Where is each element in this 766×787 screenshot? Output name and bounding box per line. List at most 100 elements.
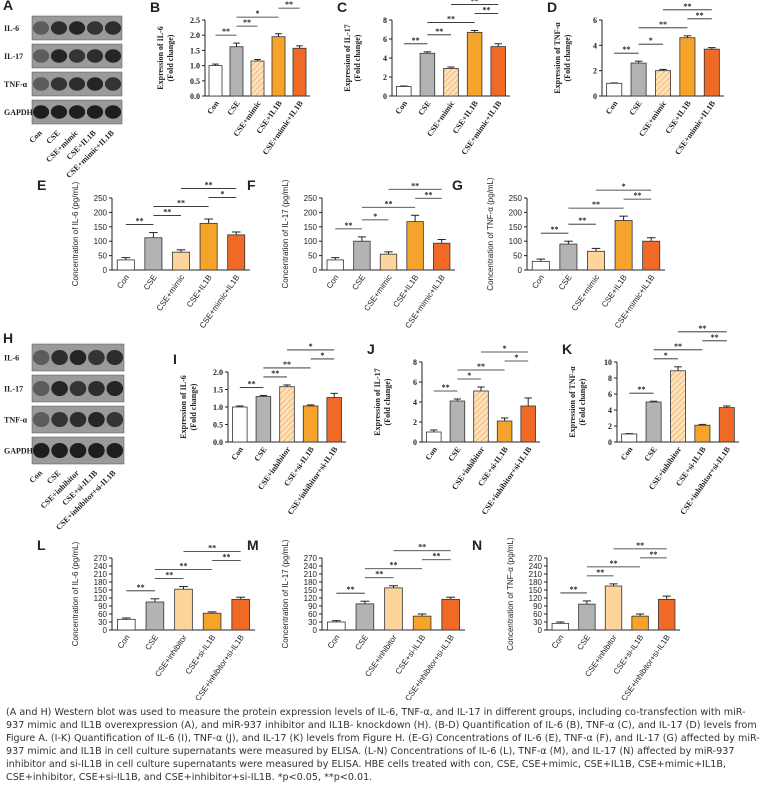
y-tick-label: 270 xyxy=(94,554,108,563)
y-tick-label: 270 xyxy=(304,554,318,563)
x-tick-label: Con xyxy=(205,99,221,116)
bar xyxy=(174,588,193,631)
y-tick-label: 150 xyxy=(304,586,318,595)
y-axis-label: (Fold change) xyxy=(383,378,392,425)
significance-label: ** xyxy=(596,568,604,577)
y-tick-label: 6 xyxy=(413,378,417,387)
y-tick-label: 200 xyxy=(94,208,108,217)
x-tick-label: CSE xyxy=(628,99,644,117)
panel-letter: L xyxy=(37,537,46,553)
bar xyxy=(642,240,661,271)
bar xyxy=(419,52,436,97)
significance-label: ** xyxy=(243,18,251,27)
caption: (A and H) Western blot was used to measu… xyxy=(6,707,760,783)
y-tick-label: 210 xyxy=(304,570,318,579)
y-tick-label: 0 xyxy=(413,438,417,447)
y-tick-label: 150 xyxy=(529,586,543,595)
x-tick-label: CSE xyxy=(643,445,659,463)
x-tick-label: CSE xyxy=(350,273,367,292)
bar xyxy=(145,601,165,631)
bar xyxy=(441,598,460,631)
blot-band xyxy=(86,21,104,35)
x-tick-label: Con xyxy=(230,445,246,462)
significance-label: ** xyxy=(248,379,256,388)
y-tick-label: 240 xyxy=(304,562,318,571)
significance-label: ** xyxy=(432,552,440,561)
panel-letter: K xyxy=(562,341,572,357)
panel-letter: M xyxy=(247,537,259,553)
significance-label: ** xyxy=(471,0,479,5)
significance-label: ** xyxy=(418,543,426,552)
significance-label: ** xyxy=(482,5,490,14)
bar xyxy=(496,420,513,443)
significance-label: * xyxy=(309,342,313,351)
y-axis-label: (Fold change) xyxy=(166,34,175,81)
significance-label: ** xyxy=(283,360,291,369)
y-tick-label: 120 xyxy=(94,594,108,603)
bar xyxy=(208,65,223,97)
bar xyxy=(250,60,265,97)
bar xyxy=(353,240,371,271)
significance-label: ** xyxy=(180,562,188,571)
bar xyxy=(658,598,676,631)
y-tick-label: 150 xyxy=(94,223,108,232)
x-tick-label: Con xyxy=(424,445,440,462)
bar xyxy=(520,405,536,443)
y-tick-label: 250 xyxy=(94,194,108,203)
blot-band xyxy=(32,105,50,119)
blot-band xyxy=(88,349,105,366)
y-tick-label: 90 xyxy=(308,602,317,611)
y-axis-label: (Fold change) xyxy=(563,34,572,81)
blot-row-label: IL-17 xyxy=(4,52,23,61)
blot-row-label: GAPDH xyxy=(4,108,34,117)
blot-row-label: IL-17 xyxy=(4,385,23,394)
blot-band xyxy=(104,49,122,63)
y-tick-label: 90 xyxy=(533,602,542,611)
y-tick-label: 200 xyxy=(304,208,318,217)
y-tick-label: 4 xyxy=(413,398,417,407)
blot-band xyxy=(50,21,68,35)
x-tick-label: Con xyxy=(325,273,341,290)
y-tick-label: 120 xyxy=(304,594,318,603)
significance-label: ** xyxy=(551,225,559,234)
y-tick-label: 150 xyxy=(509,223,523,232)
blot-band xyxy=(88,380,105,397)
blot-row-label: GAPDH xyxy=(4,447,34,456)
y-axis-label: Expression of IL-17 xyxy=(373,368,382,435)
blot-band xyxy=(32,49,50,63)
y-tick-label: 150 xyxy=(304,223,318,232)
y-tick-label: 250 xyxy=(509,194,523,203)
y-tick-label: 250 xyxy=(304,194,318,203)
blot-band xyxy=(50,77,68,91)
blot-band xyxy=(106,380,124,397)
blot-lane-label: Con xyxy=(27,128,44,145)
y-axis-label: Expression of TNF-α xyxy=(568,366,577,438)
significance-label: ** xyxy=(633,191,641,200)
significance-label: ** xyxy=(649,550,657,559)
significance-label: ** xyxy=(390,561,398,570)
y-tick-label: 270 xyxy=(529,554,543,563)
bar xyxy=(144,237,163,271)
y-tick-label: 8 xyxy=(383,16,387,25)
y-tick-label: 60 xyxy=(308,610,317,619)
x-tick-label: CSE+mimic xyxy=(362,273,393,313)
bar xyxy=(670,370,686,443)
y-tick-label: 2 xyxy=(593,67,597,76)
x-tick-label: CSE xyxy=(143,633,160,652)
y-tick-label: 50 xyxy=(98,252,107,261)
blot-row-label: TNF-α xyxy=(4,80,28,89)
significance-label: ** xyxy=(698,324,706,333)
bar xyxy=(117,618,136,631)
blot-band xyxy=(86,77,104,91)
blot-band xyxy=(68,105,86,119)
x-tick-label: CSE xyxy=(416,99,432,117)
significance-label: * xyxy=(664,351,668,360)
significance-label: ** xyxy=(696,11,704,20)
y-tick-label: 2.5 xyxy=(190,16,200,25)
significance-label: * xyxy=(467,371,471,380)
significance-label: ** xyxy=(578,216,586,225)
bar xyxy=(630,62,647,97)
bar xyxy=(621,433,638,443)
bar xyxy=(255,396,272,443)
